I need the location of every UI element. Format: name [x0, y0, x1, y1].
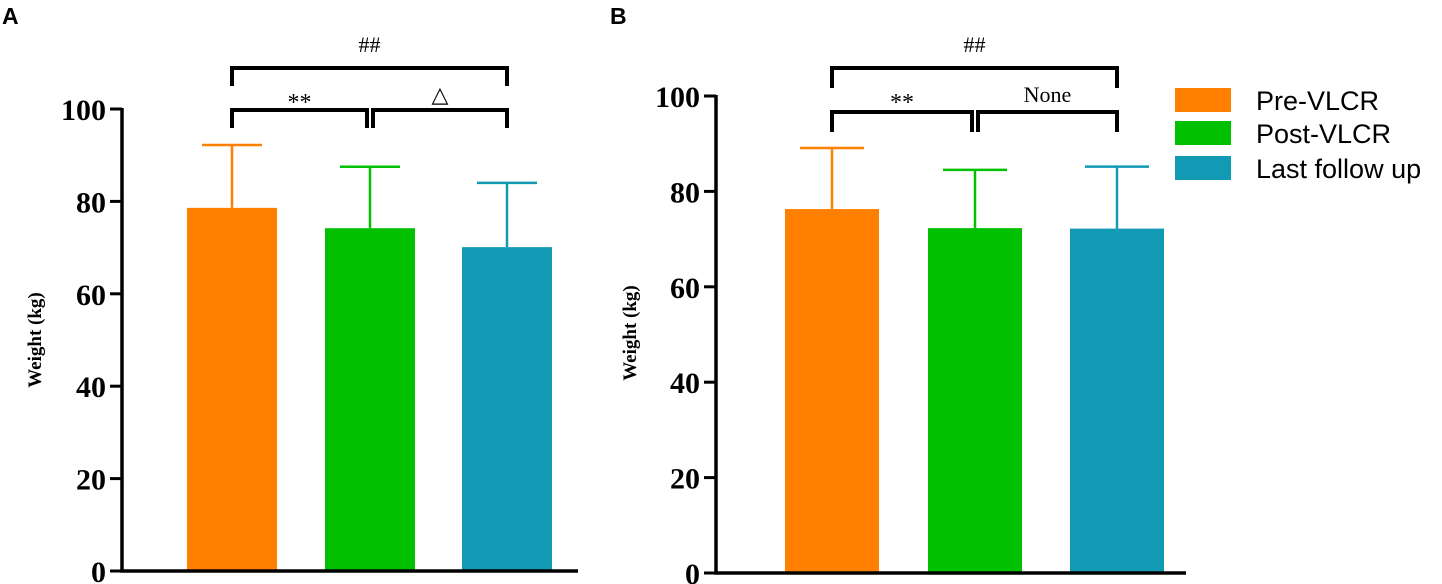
panel-a: A Weight (kg) 0 20 40 60 80 100 ** △ ##	[2, 3, 578, 584]
y-tick-label-0: 0	[91, 556, 106, 584]
y-tick-label-40: 40	[670, 367, 700, 400]
y-tick-label-100: 100	[61, 94, 106, 127]
bar-last	[462, 247, 552, 571]
significance-label-2: None	[1024, 82, 1072, 107]
significance-label-2: △	[432, 82, 449, 107]
legend-label-post: Post-VLCR	[1256, 119, 1391, 149]
y-tick-label-60: 60	[670, 272, 700, 305]
significance-bracket-1	[230, 108, 369, 128]
significance-label-3: ##	[964, 32, 986, 57]
significance-brackets-a: ** △ ##	[230, 32, 509, 128]
significance-label-1: **	[890, 90, 914, 116]
bar-pre	[785, 209, 879, 573]
y-tick-label-100: 100	[655, 81, 700, 114]
legend-swatch-pre	[1175, 88, 1231, 112]
legend-label-pre: Pre-VLCR	[1256, 86, 1379, 116]
y-tick-label-60: 60	[76, 279, 106, 312]
y-tick-label-80: 80	[76, 186, 106, 219]
significance-label-1: **	[288, 90, 312, 116]
panel-letter-a: A	[2, 3, 19, 29]
legend-swatch-post	[1175, 121, 1231, 145]
significance-brackets-b: ** None ##	[830, 32, 1119, 132]
legend-label-last: Last follow up	[1256, 154, 1421, 184]
y-tick-label-20: 20	[670, 463, 700, 496]
significance-bracket-2	[976, 110, 1119, 132]
y-tick-label-20: 20	[76, 464, 106, 497]
y-axis-label-b: Weight (kg)	[620, 285, 641, 381]
y-tick-label-80: 80	[670, 176, 700, 209]
bar-last	[1070, 228, 1164, 573]
y-tick-label-40: 40	[76, 371, 106, 404]
bars-a	[187, 143, 552, 572]
bar-post	[928, 228, 1022, 573]
significance-bracket-3	[830, 66, 1119, 88]
legend: Pre-VLCR Post-VLCR Last follow up	[1175, 86, 1421, 184]
bar-pre	[187, 207, 277, 572]
y-ticks-a: 0 20 40 60 80 100	[61, 94, 122, 584]
significance-bracket-2	[371, 108, 509, 128]
legend-swatch-last	[1175, 156, 1231, 180]
significance-bracket-3	[230, 66, 509, 86]
bars-b	[785, 146, 1164, 573]
y-ticks-b: 0 20 40 60 80 100	[655, 81, 716, 584]
y-tick-label-0: 0	[685, 558, 700, 584]
panel-letter-b: B	[610, 3, 627, 29]
bar-post	[325, 228, 415, 572]
significance-bracket-1	[830, 110, 974, 132]
significance-label-3: ##	[359, 32, 381, 57]
panel-b: B Weight (kg) 0 20 40 60 80 100 ** None ##	[610, 3, 1186, 584]
y-axis-label-a: Weight (kg)	[25, 292, 46, 388]
